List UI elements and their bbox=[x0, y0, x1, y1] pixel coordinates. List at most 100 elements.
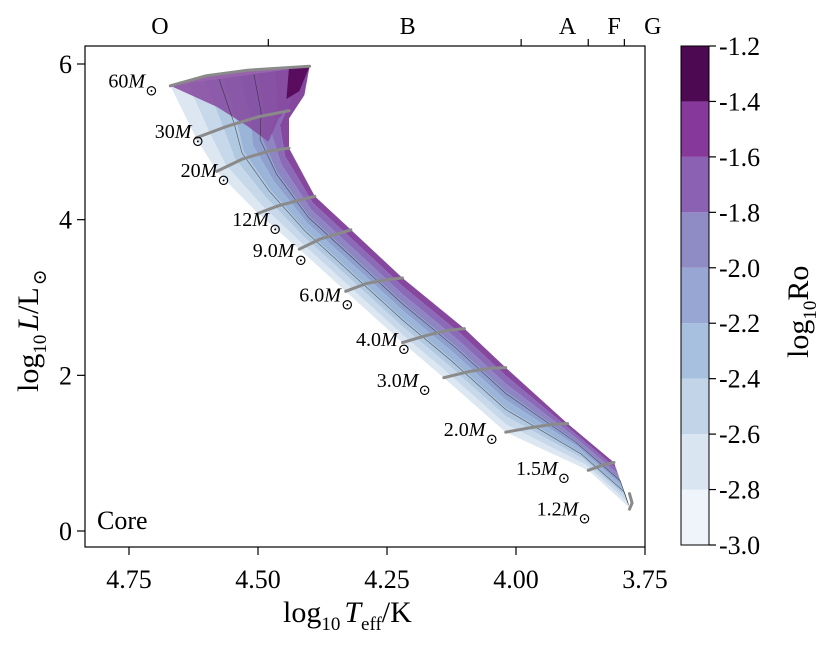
colorbar-band-7 bbox=[681, 156, 709, 213]
track-label-4.0: 4.0M⊙ bbox=[356, 329, 410, 358]
colorbar-band-8 bbox=[681, 101, 709, 157]
track-label-9.0: 9.0M⊙ bbox=[253, 240, 307, 269]
colorbar: -1.2 -1.4 -1.6 -1.8 -2.0 -2.2 -2.4 -2.6 -2.8 -3.0 bbox=[681, 32, 760, 560]
cbar-label-sub: 10 bbox=[800, 301, 821, 320]
y-label-l: L bbox=[12, 314, 45, 332]
plot-frame bbox=[84, 45, 646, 548]
x-label-t: T bbox=[344, 596, 363, 629]
colorbar-tick-label: -1.6 bbox=[719, 143, 760, 172]
colorbar-band-4 bbox=[681, 323, 709, 379]
track-label-mass: 4.0 bbox=[356, 329, 381, 351]
colorbar-label: log10Ro bbox=[782, 266, 821, 358]
track-label-6.0: 6.0M⊙ bbox=[299, 284, 353, 313]
track-30 bbox=[194, 109, 291, 140]
x-axis-ticks: 4.75 4.50 4.25 4.00 3.75 bbox=[106, 547, 668, 594]
colorbar-band-5 bbox=[681, 267, 709, 324]
track-label-sun: ⊙ bbox=[485, 432, 498, 448]
track-label-sun: ⊙ bbox=[217, 173, 230, 189]
spectral-type-F: F bbox=[607, 14, 620, 40]
track-20 bbox=[215, 146, 291, 173]
track-label-3.0: 3.0M⊙ bbox=[377, 370, 431, 399]
track-label-m: M bbox=[540, 458, 559, 480]
track-label-mass: 20 bbox=[181, 160, 201, 182]
colorbar-tick-label: -3.0 bbox=[719, 531, 760, 560]
track-label-1.2: 1.2M⊙ bbox=[537, 498, 591, 527]
track-label-mass: 3.0 bbox=[377, 370, 402, 392]
contour-region bbox=[170, 66, 630, 508]
contour-band-5 bbox=[239, 73, 629, 504]
colorbar-tick-label: -2.8 bbox=[719, 476, 760, 505]
track-label-m: M bbox=[561, 498, 580, 520]
track-label-sun: ⊙ bbox=[418, 383, 431, 399]
track-label-sun: ⊙ bbox=[294, 253, 307, 269]
track-12 bbox=[256, 194, 317, 215]
x-axis-label: log10 Teff/K bbox=[283, 596, 412, 635]
track-label-sun: ⊙ bbox=[398, 342, 411, 358]
colorbar-tick-label: -2.6 bbox=[719, 420, 760, 449]
x-label-log: log bbox=[283, 596, 321, 629]
track-label-mass: 2.0 bbox=[444, 419, 469, 441]
cbar-label-ro: Ro bbox=[782, 266, 815, 301]
track-label-12: 12M⊙ bbox=[232, 209, 281, 238]
y-axis-ticks: 0 2 4 6 bbox=[59, 50, 85, 546]
x-tick-label: 4.00 bbox=[493, 565, 539, 594]
track-label-sun: ⊙ bbox=[269, 222, 282, 238]
y-label-sub: 10 bbox=[30, 335, 51, 354]
track-label-mass: 60 bbox=[108, 70, 128, 92]
track-label-m: M bbox=[323, 284, 342, 306]
track-label-mass: 12 bbox=[232, 209, 252, 231]
contour-band-high bbox=[170, 66, 310, 142]
track-label-sun: ⊙ bbox=[191, 134, 204, 150]
colorbar-band-1 bbox=[681, 489, 709, 545]
track-label-m: M bbox=[200, 160, 219, 182]
track-label-30: 30M⊙ bbox=[155, 121, 204, 150]
colorbar-band-9 bbox=[681, 46, 709, 102]
x-label-eff: eff bbox=[361, 614, 382, 635]
track-1.5 bbox=[586, 461, 616, 472]
track-6.0 bbox=[344, 276, 404, 293]
track-label-60: 60M⊙ bbox=[108, 70, 157, 99]
y-label-log: log bbox=[12, 354, 45, 392]
evolutionary-tracks bbox=[168, 64, 634, 511]
contour-band-1 bbox=[170, 83, 630, 508]
spectral-type-B: B bbox=[400, 14, 416, 40]
track-label-20: 20M⊙ bbox=[181, 160, 230, 189]
track-label-sun: ⊙ bbox=[558, 471, 571, 487]
track-label-m: M bbox=[468, 419, 487, 441]
colorbar-tick-label: -1.2 bbox=[719, 32, 760, 61]
track-label-2.0: 2.0M⊙ bbox=[444, 419, 498, 448]
track-label-mass: 30 bbox=[155, 121, 175, 143]
track-2.0 bbox=[504, 422, 570, 434]
track-label-sun: ⊙ bbox=[578, 511, 591, 527]
contour-line-2 bbox=[253, 74, 629, 504]
spectral-type-O: O bbox=[151, 14, 168, 40]
cbar-label-log: log bbox=[782, 320, 815, 358]
y-tick-label: 0 bbox=[59, 517, 72, 546]
colorbar-frame bbox=[680, 45, 710, 546]
spectral-type-G: G bbox=[644, 14, 661, 40]
panel-label: Core bbox=[97, 506, 148, 535]
track-label-mass: 9.0 bbox=[253, 240, 278, 262]
x-label-unit: /K bbox=[382, 596, 412, 629]
y-label-lsun: /L bbox=[12, 287, 45, 314]
x-tick-label: 4.75 bbox=[106, 565, 152, 594]
track-label-m: M bbox=[174, 121, 193, 143]
contour-line-1 bbox=[218, 78, 629, 505]
colorbar-tick-label: -2.0 bbox=[719, 254, 760, 283]
track-labels: 60M⊙30M⊙20M⊙12M⊙9.0M⊙6.0M⊙4.0M⊙3.0M⊙2.0M… bbox=[108, 70, 590, 527]
colorbar-tick-label: -2.2 bbox=[719, 309, 760, 338]
track-60 bbox=[168, 64, 312, 88]
track-label-m: M bbox=[401, 370, 420, 392]
track-label-sun: ⊙ bbox=[341, 297, 354, 313]
colorbar-tick-label: -1.4 bbox=[719, 87, 760, 116]
y-tick-label: 2 bbox=[59, 361, 72, 390]
y-axis-label: log10 L/L ⊙ bbox=[12, 269, 51, 392]
colorbar-band-6 bbox=[681, 212, 709, 268]
colorbar-tick-label: -1.8 bbox=[719, 198, 760, 227]
colorbar-band-2 bbox=[681, 434, 709, 490]
track-4.0 bbox=[401, 327, 466, 345]
colorbar-band-3 bbox=[681, 378, 709, 435]
colorbar-tick-label: -2.4 bbox=[719, 365, 760, 394]
contour-band-2 bbox=[187, 80, 630, 507]
